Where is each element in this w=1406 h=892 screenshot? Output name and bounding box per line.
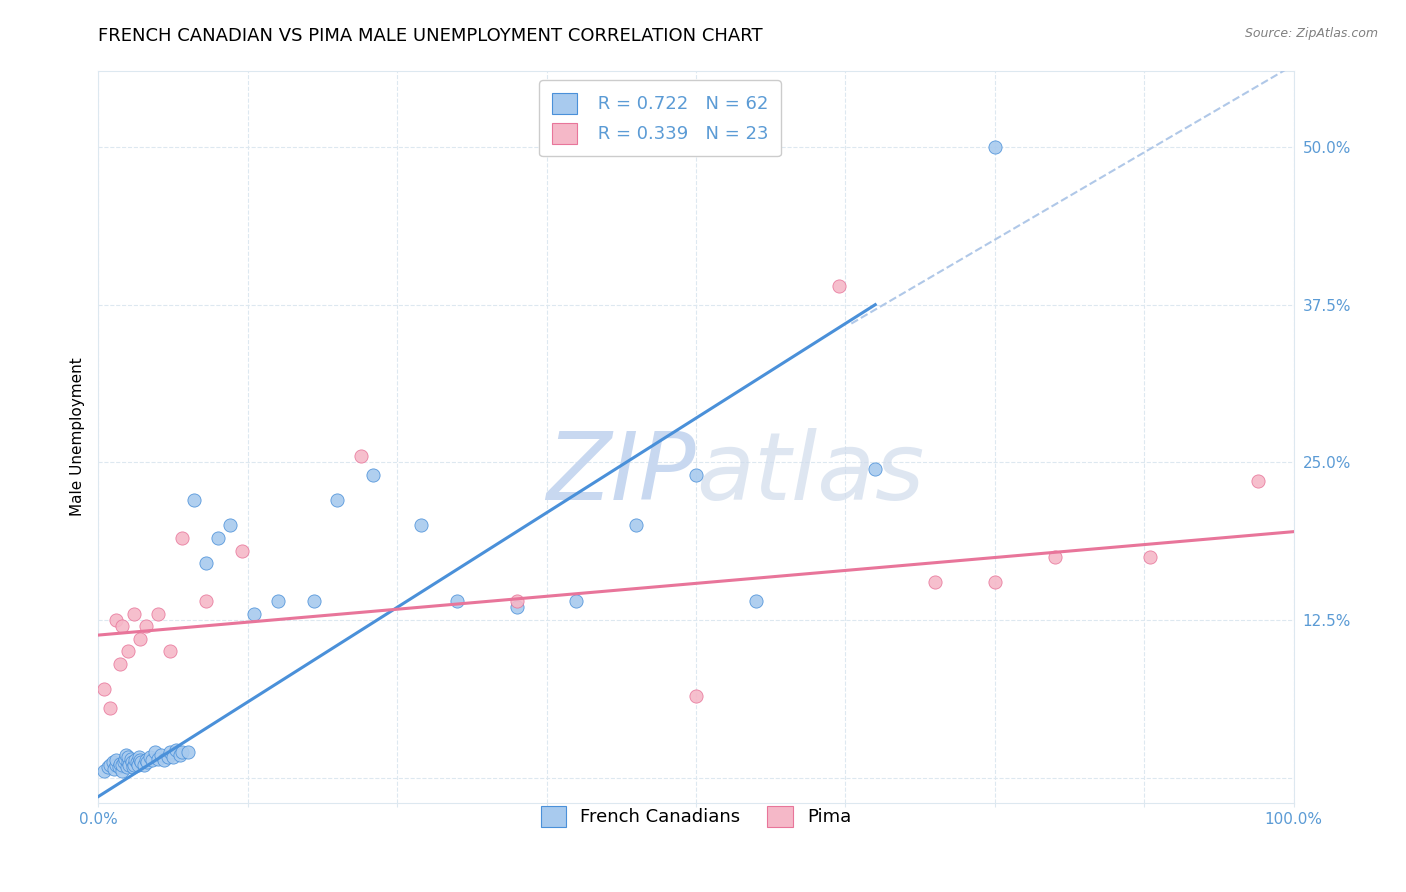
Point [506,600,529,615]
Point [219,518,242,533]
Point [207,531,229,545]
Point [117,756,139,770]
Point [162,750,184,764]
Text: FRENCH CANADIAN VS PIMA MALE UNEMPLOYMENT CORRELATION CHART: FRENCH CANADIAN VS PIMA MALE UNEMPLOYMEN… [98,27,763,45]
Point [117,644,139,658]
Point [120,752,142,766]
Point [135,753,157,767]
Point [131,756,153,770]
Text: atlas: atlas [696,428,924,519]
Point [172,531,194,545]
Point [121,756,143,770]
Point [828,278,851,293]
Point [105,753,128,767]
Point [139,750,162,764]
Point [984,575,1007,590]
Point [865,461,887,475]
Point [156,750,179,764]
Point [148,752,170,766]
Point [135,619,157,633]
Point [111,758,134,772]
Text: Source: ZipAtlas.com: Source: ZipAtlas.com [1244,27,1378,40]
Point [267,594,290,608]
Point [326,493,349,508]
Point [143,745,166,759]
Point [195,556,218,570]
Point [183,493,205,508]
Point [114,752,136,766]
Point [108,657,131,671]
Point [231,543,253,558]
Point [98,758,122,772]
Point [93,764,115,779]
Point [984,140,1007,154]
Point [363,467,385,482]
Point [745,594,768,608]
Text: ZIP: ZIP [547,428,696,519]
Point [105,613,128,627]
Point [112,756,135,770]
Point [115,747,138,762]
Point [105,758,128,772]
Point [115,760,138,774]
Point [159,745,181,759]
Y-axis label: Male Unemployment: Male Unemployment [69,358,84,516]
Point [98,701,122,715]
Point [103,762,125,776]
Point [159,644,181,658]
Point [626,518,648,533]
Point [685,467,707,482]
Point [101,756,124,770]
Point [111,764,134,779]
Point [129,632,152,646]
Point [1043,549,1066,564]
Point [127,758,149,772]
Point [128,750,150,764]
Point [302,594,325,608]
Point [122,760,145,774]
Point [125,756,148,770]
Point [1247,474,1270,488]
Point [111,619,134,633]
Point [177,745,200,759]
Point [685,689,707,703]
Point [124,758,146,772]
Point [107,760,129,774]
Point [129,753,152,767]
Point [108,756,131,771]
Point [149,747,172,762]
Point [124,753,146,767]
Point [195,594,218,608]
Point [411,518,433,533]
Point [132,758,155,772]
Point [118,758,141,772]
Point [924,575,946,590]
Legend: French Canadians, Pima: French Canadians, Pima [530,795,862,838]
Point [350,449,373,463]
Point [506,594,529,608]
Point [446,594,468,608]
Point [243,607,266,621]
Point [97,760,120,774]
Point [565,594,588,608]
Point [1139,549,1161,564]
Point [93,682,115,697]
Point [141,753,163,767]
Point [124,607,146,621]
Point [153,753,176,767]
Point [148,607,170,621]
Point [117,750,139,764]
Point [136,756,159,770]
Point [165,743,187,757]
Point [169,747,191,762]
Point [172,745,194,759]
